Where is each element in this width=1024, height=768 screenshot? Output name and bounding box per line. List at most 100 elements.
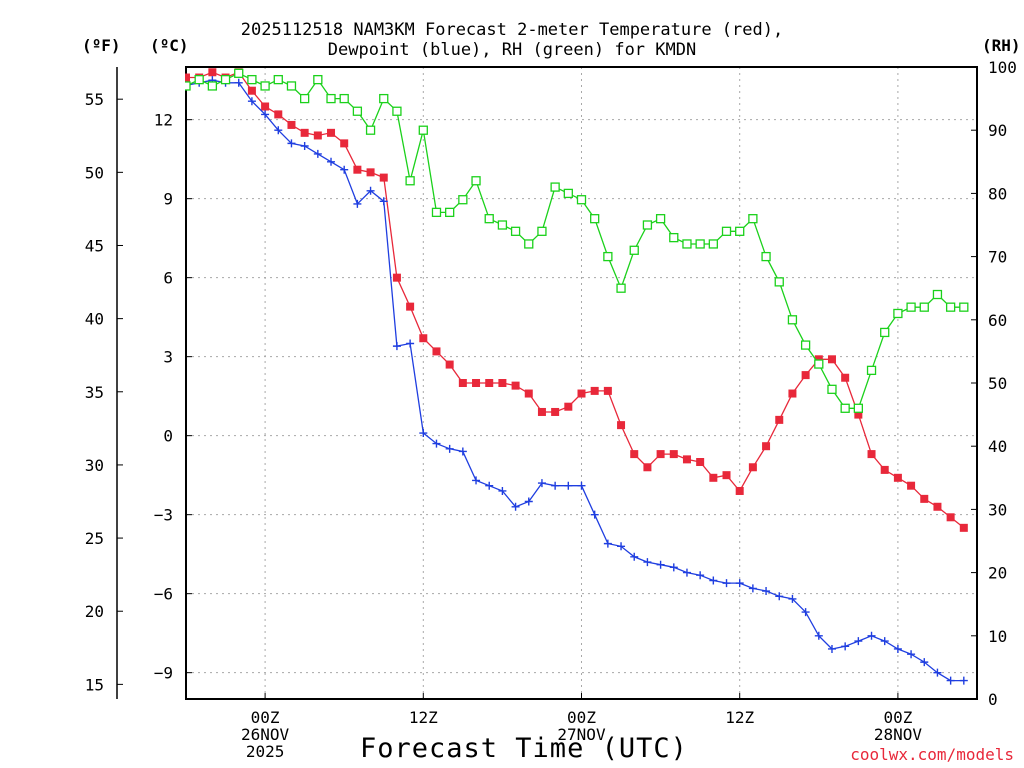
- rh-point: [853, 403, 863, 413]
- temperature-point: [801, 371, 810, 380]
- chart-title-line-1: 2025112518 NAM3KM Forecast 2-meter Tempe…: [240, 20, 784, 40]
- y-tick-label-rh: 10: [988, 627, 1007, 646]
- dewpoint-point: [630, 552, 639, 561]
- temperature-point: [656, 450, 665, 459]
- rh-point: [392, 106, 402, 116]
- temperature-point: [551, 407, 560, 416]
- temperature-point: [313, 131, 322, 140]
- temperature-point: [880, 465, 889, 474]
- temperature-point: [643, 463, 652, 472]
- temperature-point: [300, 128, 309, 137]
- dewpoint-point: [247, 97, 256, 106]
- dewpoint-point: [577, 481, 586, 490]
- y-tick-label-rh: 30: [988, 500, 1007, 519]
- dewpoint-point: [445, 444, 454, 453]
- rh-point: [524, 239, 534, 249]
- dewpoint-point: [841, 642, 850, 651]
- rh-point: [827, 384, 837, 394]
- dewpoint-point: [933, 668, 942, 677]
- dewpoint-point: [709, 576, 718, 585]
- rh-point: [405, 176, 415, 186]
- dewpoint-point: [406, 339, 415, 348]
- y-tick-label-fahrenheit: 35: [85, 383, 104, 402]
- temperature-point: [247, 86, 256, 95]
- y-tick-label-rh: 20: [988, 564, 1007, 583]
- temperature-line: [186, 71, 965, 529]
- dewpoint-series: [185, 76, 968, 685]
- rh-point: [669, 232, 679, 243]
- grid-layer: [186, 67, 977, 699]
- rh-point: [220, 74, 231, 85]
- rh-point: [234, 68, 244, 78]
- rh-point: [458, 195, 468, 205]
- dewpoint-point: [907, 650, 916, 659]
- temperature-point: [577, 389, 586, 398]
- temperature-point: [392, 273, 401, 282]
- dewpoint-point: [274, 126, 283, 135]
- rh-line: [185, 72, 964, 409]
- rh-point: [365, 125, 376, 135]
- rh-point: [695, 239, 705, 249]
- rh-point: [194, 74, 204, 85]
- dewpoint-point: [735, 579, 744, 588]
- rh-point: [880, 327, 890, 338]
- rh-point: [286, 81, 297, 91]
- temperature-point: [630, 450, 639, 459]
- dewpoint-point: [617, 542, 626, 551]
- temperature-point: [274, 110, 283, 119]
- dewpoint-point: [788, 594, 797, 603]
- x-tick-label: 12Z: [409, 708, 438, 727]
- temperature-point: [814, 355, 823, 364]
- y-tick-label-rh: 70: [988, 248, 1007, 267]
- temperature-point: [722, 471, 731, 480]
- temperature-point: [762, 442, 771, 451]
- dewpoint-point: [801, 608, 810, 617]
- source-credit: coolwx.com/models: [850, 745, 1014, 764]
- rh-point: [616, 283, 626, 293]
- dewpoint-point: [669, 563, 678, 572]
- temperature-point: [946, 513, 955, 522]
- rh-point: [339, 93, 349, 104]
- x-tick-label: 26NOV: [241, 725, 290, 744]
- temperature-point: [590, 386, 599, 395]
- y-tick-label-celsius: 12: [154, 111, 173, 130]
- rh-point: [774, 277, 784, 287]
- dewpoint-point: [696, 571, 705, 580]
- y-tick-label-fahrenheit: 40: [85, 310, 104, 329]
- x-tick-label: 12Z: [725, 708, 754, 727]
- dewpoint-point: [867, 631, 876, 640]
- rh-point: [655, 214, 666, 224]
- fahrenheit-unit-label: (ºF): [82, 36, 121, 55]
- temperature-point: [841, 373, 850, 382]
- rh-point: [484, 214, 494, 224]
- temperature-point: [432, 347, 441, 356]
- rh-point: [379, 93, 389, 104]
- rh-point: [273, 74, 283, 85]
- rh-point: [352, 106, 363, 116]
- rh-point: [431, 207, 442, 218]
- temperature-point: [340, 139, 349, 148]
- dewpoint-point: [643, 558, 652, 567]
- dewpoint-point: [313, 149, 322, 158]
- temperature-point: [406, 302, 415, 311]
- y-tick-label-rh: 60: [988, 311, 1007, 330]
- dewpoint-point: [946, 676, 955, 685]
- series-layer: [185, 68, 969, 685]
- y-tick-label-fahrenheit: 25: [85, 529, 104, 548]
- temperature-point: [827, 355, 836, 364]
- dewpoint-point: [234, 78, 243, 87]
- y-tick-label-celsius: −6: [154, 585, 173, 604]
- y-tick-label-celsius: 9: [163, 190, 173, 209]
- rh-point: [576, 195, 587, 205]
- rh-point: [247, 74, 257, 85]
- rh-point: [550, 182, 560, 192]
- x-tick-label: 28NOV: [874, 725, 923, 744]
- rh-point: [629, 245, 639, 255]
- rh-point: [932, 289, 943, 300]
- rh-point: [708, 239, 718, 249]
- plot-frame: [185, 66, 978, 700]
- temperature-point: [524, 389, 533, 398]
- x-tick-label: 2025: [246, 742, 285, 761]
- temperature-point: [682, 455, 691, 464]
